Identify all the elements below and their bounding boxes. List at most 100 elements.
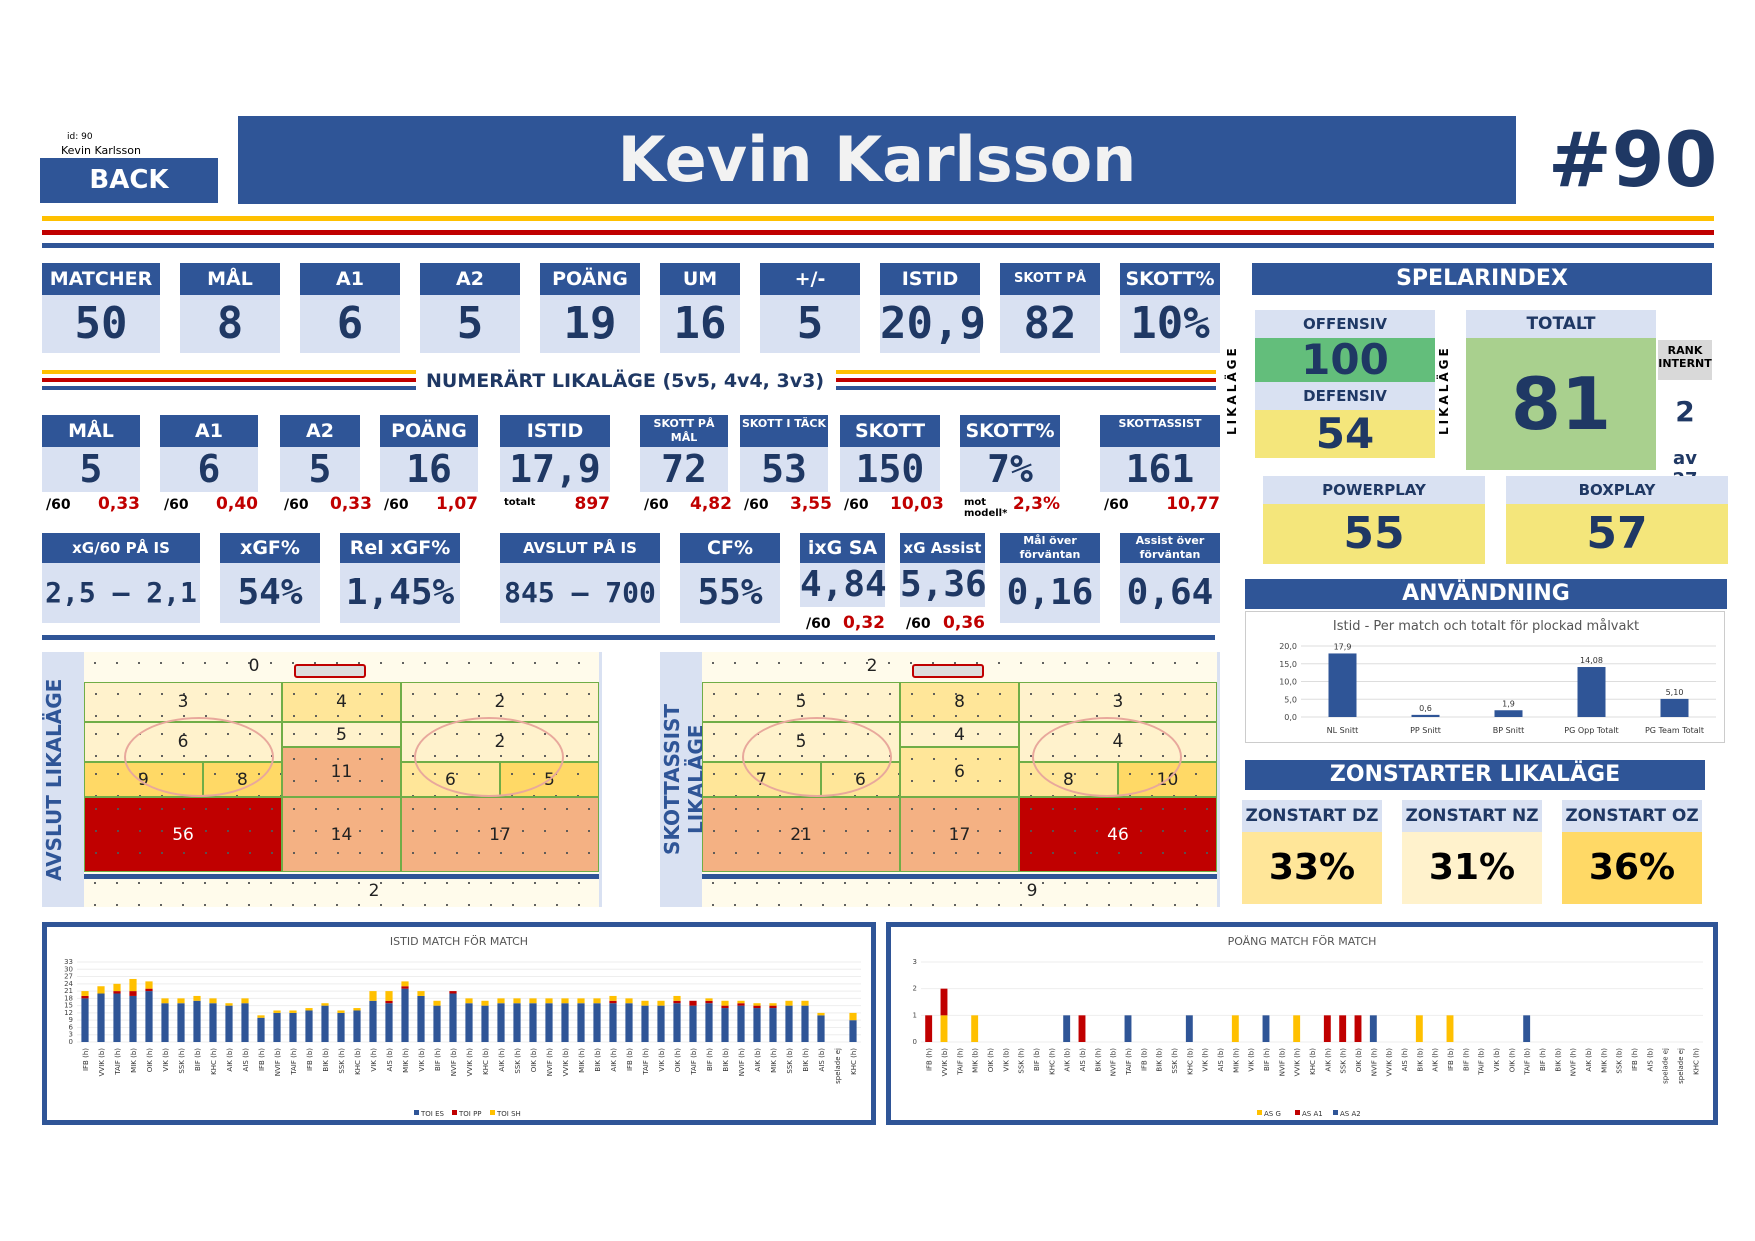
id-value: 90	[81, 132, 93, 142]
bar-segment	[1063, 1015, 1071, 1042]
es-stat-label: ISTID	[500, 415, 610, 447]
bar-segment	[321, 1005, 329, 1042]
index-side-label-left: LIKALÄGE	[1225, 345, 1239, 435]
category-label: KHC (h)	[210, 1048, 218, 1075]
adv-stat-label: CF%	[680, 533, 780, 563]
category-label: KHC (b)	[354, 1048, 362, 1075]
bar-segment	[657, 1000, 665, 1006]
category-label: BIF (h)	[706, 1048, 714, 1071]
bar-segment	[225, 1005, 233, 1042]
y-tick-label: 0,0	[1284, 713, 1297, 722]
y-tick-label: 3	[913, 958, 917, 966]
top-stat-value: 5	[760, 295, 860, 353]
divider	[42, 635, 1215, 640]
es-stat-sub-label: /60	[46, 497, 71, 513]
category-label: AIS (b)	[1217, 1048, 1225, 1072]
y-tick-label: 21	[64, 987, 73, 995]
es-stripes-right	[836, 370, 1216, 392]
top-stat-value: 20,9	[880, 295, 986, 353]
es-stat-label: SKOTT	[840, 415, 940, 447]
category-label: AIK (h)	[1324, 1048, 1332, 1072]
rink-zone-cell: 8	[900, 682, 1019, 722]
category-label: TAIF (h)	[290, 1048, 298, 1076]
category-label: MIK (h)	[578, 1048, 586, 1073]
category-label: BP Snitt	[1493, 726, 1525, 735]
y-tick-label: 27	[64, 973, 73, 981]
back-button[interactable]: BACK	[40, 158, 218, 203]
category-label: KHC (b)	[482, 1048, 490, 1075]
rink-zone-cell: 5	[282, 722, 401, 747]
category-label: VIK (b)	[1493, 1048, 1501, 1072]
bar-segment	[369, 1000, 377, 1042]
category-label: IFB (b)	[626, 1048, 634, 1071]
bar-segment	[940, 1015, 948, 1042]
category-label: BIK (h)	[1094, 1048, 1102, 1072]
category-label: NVIF (b)	[1278, 1048, 1286, 1077]
category-label: VVIK (b)	[562, 1048, 570, 1077]
adv-stat-sub-label: /60	[906, 616, 931, 632]
bar-segment	[193, 1000, 201, 1042]
top-stat-value: 16	[660, 295, 740, 353]
bar-segment	[753, 1005, 761, 1009]
category-label: TAIF (h)	[114, 1048, 122, 1076]
bar-segment	[465, 1003, 473, 1042]
bar-segment	[209, 1003, 217, 1042]
y-tick-label: 9	[69, 1016, 73, 1024]
zones-title: ZONSTARTER LIKALÄGE	[1245, 760, 1705, 790]
top-stat-label: SKOTT%	[1120, 263, 1220, 295]
y-tick-label: 2	[913, 985, 917, 993]
y-tick-label: 20,0	[1279, 642, 1297, 651]
category-label: BIF (h)	[434, 1048, 442, 1071]
bar-segment	[545, 998, 553, 1004]
id-label: id:	[67, 132, 79, 142]
category-label: IFB (b)	[1140, 1048, 1148, 1071]
category-label: TAIF (b)	[690, 1048, 698, 1076]
es-stat-sub-label: mot modell*	[964, 497, 1008, 519]
legend-swatch	[1295, 1110, 1300, 1115]
category-label: VIK (b)	[658, 1048, 666, 1072]
bar-segment	[1354, 1015, 1362, 1042]
category-label: TAIF (h)	[1125, 1048, 1133, 1076]
bar-segment	[385, 991, 393, 1001]
top-stat-value: 19	[540, 295, 640, 353]
category-label: OIK (h)	[146, 1048, 154, 1073]
bar-segment	[145, 981, 153, 989]
data-label: 0,6	[1419, 704, 1432, 713]
bar-segment	[753, 1008, 761, 1042]
legend-swatch	[490, 1110, 495, 1115]
category-label: KHC (h)	[1692, 1048, 1700, 1075]
bar-segment	[817, 1015, 825, 1042]
bar-segment	[129, 978, 137, 992]
category-label: MIK (h)	[1600, 1048, 1608, 1073]
bar-segment	[593, 1003, 601, 1042]
category-label: SSK (h)	[514, 1048, 522, 1074]
bar-segment	[513, 998, 521, 1004]
adv-stat-sub-value: 0,32	[843, 613, 885, 633]
bar-segment	[289, 1012, 297, 1042]
category-label: BIK (b)	[1554, 1048, 1562, 1072]
bar-segment	[673, 1000, 681, 1004]
bar-segment	[1369, 1015, 1377, 1042]
es-stat-value: 5	[280, 447, 360, 492]
bar-segment	[769, 1003, 777, 1006]
top-stat-value: 10%	[1120, 295, 1220, 353]
bar-segment	[1078, 1015, 1086, 1042]
top-stat-label: A1	[300, 263, 400, 295]
es-stat-sub-label: /60	[744, 497, 769, 513]
chart-title: ISTID MATCH FÖR MATCH	[390, 935, 528, 948]
y-tick-label: 12	[64, 1009, 73, 1017]
category-label: MIK (h)	[770, 1048, 778, 1073]
y-tick-label: 3	[69, 1031, 73, 1039]
top-stat-label: POÄNG	[540, 263, 640, 295]
category-label: VIK (h)	[370, 1048, 378, 1072]
es-stat-value: 150	[840, 447, 940, 492]
adv-stat-label: xG Assist	[900, 533, 985, 563]
category-label: BIF (h)	[1263, 1048, 1271, 1071]
toi-chart: ISTID MATCH FÖR MATCH3330272421181512963…	[64, 935, 861, 1118]
category-label: OIK (b)	[530, 1048, 538, 1073]
adv-stat-value: 845 — 700	[500, 563, 660, 623]
bar-segment	[225, 1003, 233, 1006]
y-tick-label: 5,0	[1284, 695, 1297, 704]
bar-segment	[113, 993, 121, 1042]
top-stat-value: 5	[420, 295, 520, 353]
